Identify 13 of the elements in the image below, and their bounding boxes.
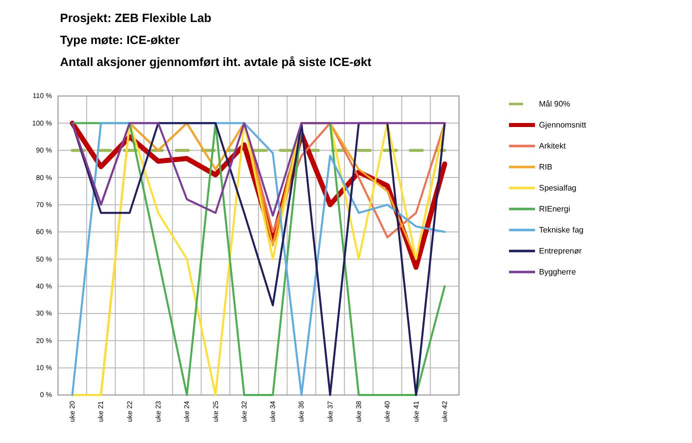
legend-label: Byggherre: [539, 268, 576, 277]
line-series: [71, 122, 446, 217]
legend-label: Tekniske fag: [539, 226, 584, 235]
legend-label: Mål 90%: [539, 100, 570, 109]
legend-label: Spesialfag: [539, 184, 576, 193]
legend-label: Gjennomsnitt: [539, 120, 587, 130]
chart-subtitle: Type møte: ICE-økter Antall aksjoner gjennomført iht. avtale på siste ICE-økt: [60, 33, 372, 69]
legend-label: RIEnergi: [539, 204, 570, 214]
legend-label: Arkitekt: [539, 142, 566, 151]
line-series: [71, 122, 446, 396]
legend-label: RIB: [539, 162, 552, 172]
chart-title: Prosjekt: ZEB Flexible Lab: [60, 11, 212, 25]
legend-label: Entreprenør: [539, 246, 582, 256]
